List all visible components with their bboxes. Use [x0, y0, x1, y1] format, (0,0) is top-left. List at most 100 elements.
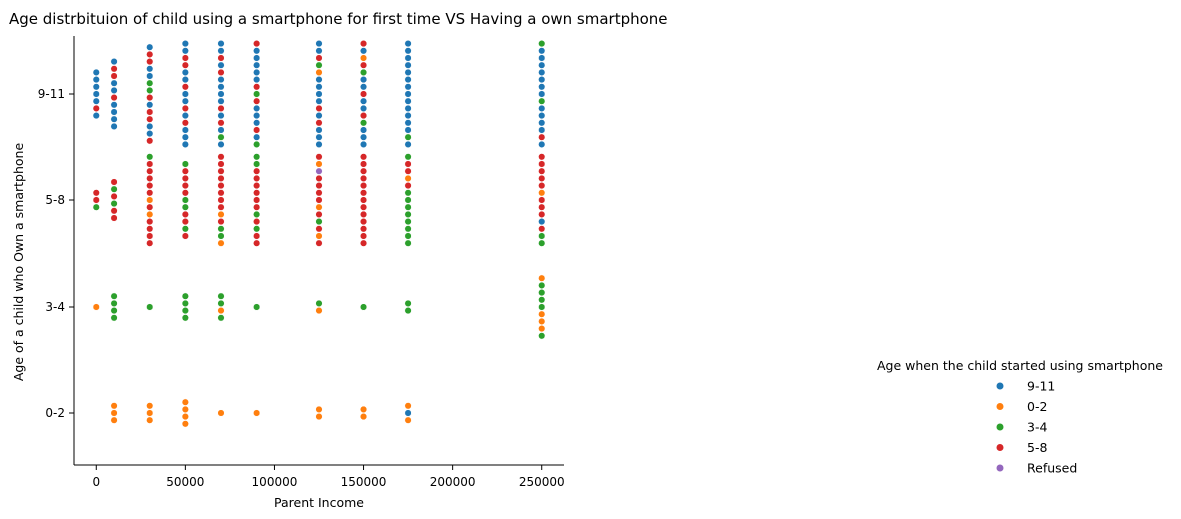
data-point [538, 281, 546, 289]
data-point [110, 402, 118, 410]
data-point [217, 218, 225, 226]
x-tick-label: 250000 [519, 475, 565, 489]
data-point [110, 299, 118, 307]
data-point [253, 126, 261, 134]
data-point [315, 307, 323, 315]
data-point [181, 314, 189, 322]
data-point [538, 196, 546, 204]
data-point [315, 104, 323, 112]
data-point [110, 409, 118, 417]
data-point [404, 299, 412, 307]
data-point [181, 232, 189, 240]
data-point [360, 303, 368, 311]
data-point [360, 189, 368, 197]
data-point [315, 225, 323, 233]
data-point [146, 225, 154, 233]
data-point [181, 112, 189, 120]
data-point [404, 409, 412, 417]
data-point [217, 68, 225, 76]
data-point [404, 174, 412, 182]
data-point [538, 61, 546, 69]
data-point [110, 108, 118, 116]
legend-marker [996, 464, 1004, 472]
data-point [360, 112, 368, 120]
data-point [110, 307, 118, 315]
data-point [253, 174, 261, 182]
data-point [404, 54, 412, 62]
data-point [253, 210, 261, 218]
data-point [538, 54, 546, 62]
data-point [538, 317, 546, 325]
data-point [404, 76, 412, 84]
data-point [181, 420, 189, 428]
data-point [217, 167, 225, 175]
data-point [404, 68, 412, 76]
data-point [315, 47, 323, 55]
data-point [110, 94, 118, 102]
data-point [404, 97, 412, 105]
data-point [315, 133, 323, 141]
legend-marker [996, 423, 1004, 431]
legend-marker [996, 382, 1004, 390]
data-point [360, 126, 368, 134]
data-point [404, 402, 412, 410]
legend-marker [996, 444, 1004, 451]
data-point [92, 104, 100, 112]
data-point [315, 196, 323, 204]
data-point [404, 225, 412, 233]
data-point [315, 40, 323, 48]
data-point [146, 210, 154, 218]
data-point [360, 182, 368, 190]
data-point [538, 225, 546, 233]
data-point [217, 307, 225, 315]
data-point [181, 196, 189, 204]
data-point [538, 232, 546, 240]
data-point [404, 239, 412, 247]
data-point [146, 218, 154, 226]
data-point [404, 104, 412, 112]
data-point [360, 68, 368, 76]
legend-entry-label: 3-4 [1027, 420, 1047, 435]
x-axis-label: Parent Income [274, 495, 364, 510]
data-point [315, 182, 323, 190]
data-point [146, 86, 154, 94]
data-point [315, 160, 323, 168]
data-point [253, 167, 261, 175]
y-tick-label: 0-2 [45, 406, 65, 420]
data-point [538, 289, 546, 297]
data-point [181, 140, 189, 148]
legend-entry-label: Refused [1027, 461, 1077, 476]
data-point [181, 182, 189, 190]
legend-title: Age when the child started using smartph… [877, 358, 1163, 373]
data-point [217, 299, 225, 307]
data-point [110, 178, 118, 186]
data-point [404, 196, 412, 204]
data-point [538, 210, 546, 218]
data-point [146, 182, 154, 190]
data-point [360, 54, 368, 62]
x-tick-label: 50000 [166, 475, 204, 489]
data-point [315, 90, 323, 98]
data-point [360, 90, 368, 98]
data-point [217, 409, 225, 417]
x-tick-label: 150000 [341, 475, 387, 489]
data-point [404, 83, 412, 91]
data-point [217, 160, 225, 168]
data-point [315, 153, 323, 161]
legend-entry-label: 0-2 [1027, 399, 1047, 414]
data-point [315, 61, 323, 69]
data-point [315, 83, 323, 91]
data-point [538, 203, 546, 211]
data-point [146, 153, 154, 161]
data-point [253, 54, 261, 62]
data-point [217, 119, 225, 127]
data-point [110, 72, 118, 80]
data-point [110, 200, 118, 208]
data-point [146, 50, 154, 58]
data-point [146, 167, 154, 175]
data-point [360, 160, 368, 168]
legend-entry-label: 9-11 [1027, 379, 1055, 394]
data-point [538, 126, 546, 134]
data-point [146, 137, 154, 145]
data-point [146, 239, 154, 247]
